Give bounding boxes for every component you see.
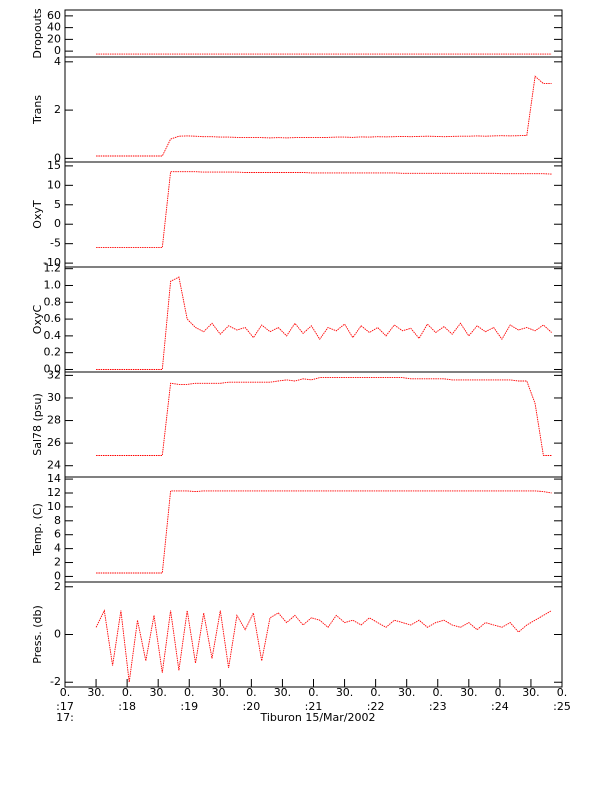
x-minute-label: :19 <box>180 700 198 713</box>
x-tick-label: 0. <box>122 686 133 699</box>
x-tick-label: 30. <box>336 686 354 699</box>
y-tick-label: 12 <box>47 486 61 499</box>
y-tick-label: 0 <box>54 151 61 164</box>
y-axis-label: Sal78 (psu) <box>31 393 44 456</box>
y-axis-label: Press. (db) <box>31 605 44 664</box>
y-tick-label: 0 <box>54 628 61 641</box>
y-axis-label: Dropouts <box>31 8 44 58</box>
y-tick-label: 14 <box>47 472 61 485</box>
y-axis-label: OxyC <box>31 305 44 335</box>
x-tick-label: 0. <box>184 686 195 699</box>
x-tick-label: 30. <box>460 686 478 699</box>
x-tick-label: 30. <box>212 686 230 699</box>
y-tick-label: 10 <box>47 500 61 513</box>
x-tick-label: 0. <box>60 686 71 699</box>
y-tick-label: 4 <box>54 542 61 555</box>
x-axis-label: Tiburon 15/Mar/2002 <box>259 711 375 724</box>
hour-label: 17: <box>56 711 74 724</box>
x-tick-label: 30. <box>274 686 292 699</box>
y-tick-label: 26 <box>47 436 61 449</box>
y-tick-label: 20 <box>47 32 61 45</box>
y-tick-label: 0 <box>54 217 61 230</box>
y-tick-label: 0.0 <box>44 362 62 375</box>
x-minute-label: :20 <box>243 700 261 713</box>
y-tick-label: 15 <box>47 159 61 172</box>
x-minute-label: :22 <box>367 700 385 713</box>
y-axis-label: Trans <box>31 95 44 125</box>
data-line <box>96 377 552 456</box>
panel-frame <box>64 161 563 268</box>
y-tick-label: 10 <box>47 178 61 191</box>
y-tick-label: 1.2 <box>44 262 62 275</box>
x-minute-label: :24 <box>491 700 509 713</box>
data-line <box>95 609 552 683</box>
panel-frame <box>64 581 563 688</box>
y-tick-label: 4 <box>54 55 61 68</box>
x-tick-label: 30. <box>87 686 105 699</box>
panel-frame <box>64 56 563 163</box>
y-axis-label: Temp. (C) <box>31 503 44 557</box>
data-line <box>96 276 552 370</box>
y-tick-label: 0.6 <box>44 312 62 325</box>
y-tick-label: 2 <box>54 556 61 569</box>
y-tick-label: 32 <box>47 368 61 381</box>
y-tick-label: 6 <box>54 528 61 541</box>
y-tick-label: 30 <box>47 391 61 404</box>
panel-frame <box>64 266 563 373</box>
x-tick-label: 0. <box>246 686 257 699</box>
y-tick-label: 0.2 <box>44 346 62 359</box>
y-tick-label: 0 <box>54 569 61 582</box>
y-tick-label: 28 <box>47 414 61 427</box>
panel-frame <box>64 9 563 58</box>
x-tick-label: 0. <box>370 686 381 699</box>
y-tick-label: 2 <box>54 103 61 116</box>
x-minute-label: :23 <box>429 700 447 713</box>
y-tick-label: 5 <box>54 198 61 211</box>
x-tick-label: 30. <box>398 686 416 699</box>
x-minute-label: :25 <box>553 700 571 713</box>
y-tick-label: 2 <box>54 580 61 593</box>
y-tick-label: -2 <box>50 675 61 688</box>
x-tick-label: 30. <box>149 686 167 699</box>
y-tick-label: 8 <box>54 514 61 527</box>
y-axis-label: OxyT <box>31 200 44 229</box>
panel-frame <box>64 476 563 583</box>
panel-frame <box>64 371 563 478</box>
x-tick-label: 0. <box>308 686 319 699</box>
x-tick-label: 0. <box>433 686 444 699</box>
y-tick-label: 1.0 <box>44 278 62 291</box>
y-tick-label: 40 <box>47 21 61 34</box>
data-line <box>96 171 552 249</box>
y-tick-label: -5 <box>50 237 61 250</box>
y-tick-label: 0.4 <box>44 329 62 342</box>
y-tick-label: 0.8 <box>44 295 62 308</box>
x-minute-label: :17 <box>56 700 74 713</box>
x-tick-label: 30. <box>522 686 540 699</box>
y-tick-label: 24 <box>47 459 61 472</box>
x-minute-label: :21 <box>305 700 323 713</box>
x-tick-label: 0. <box>557 686 568 699</box>
y-tick-label: 60 <box>47 9 61 22</box>
x-minute-label: :18 <box>118 700 136 713</box>
data-line <box>96 490 552 574</box>
data-line <box>96 75 552 157</box>
y-tick-label: 0 <box>54 44 61 57</box>
y-tick-label: -10 <box>43 256 61 269</box>
x-tick-label: 0. <box>495 686 506 699</box>
